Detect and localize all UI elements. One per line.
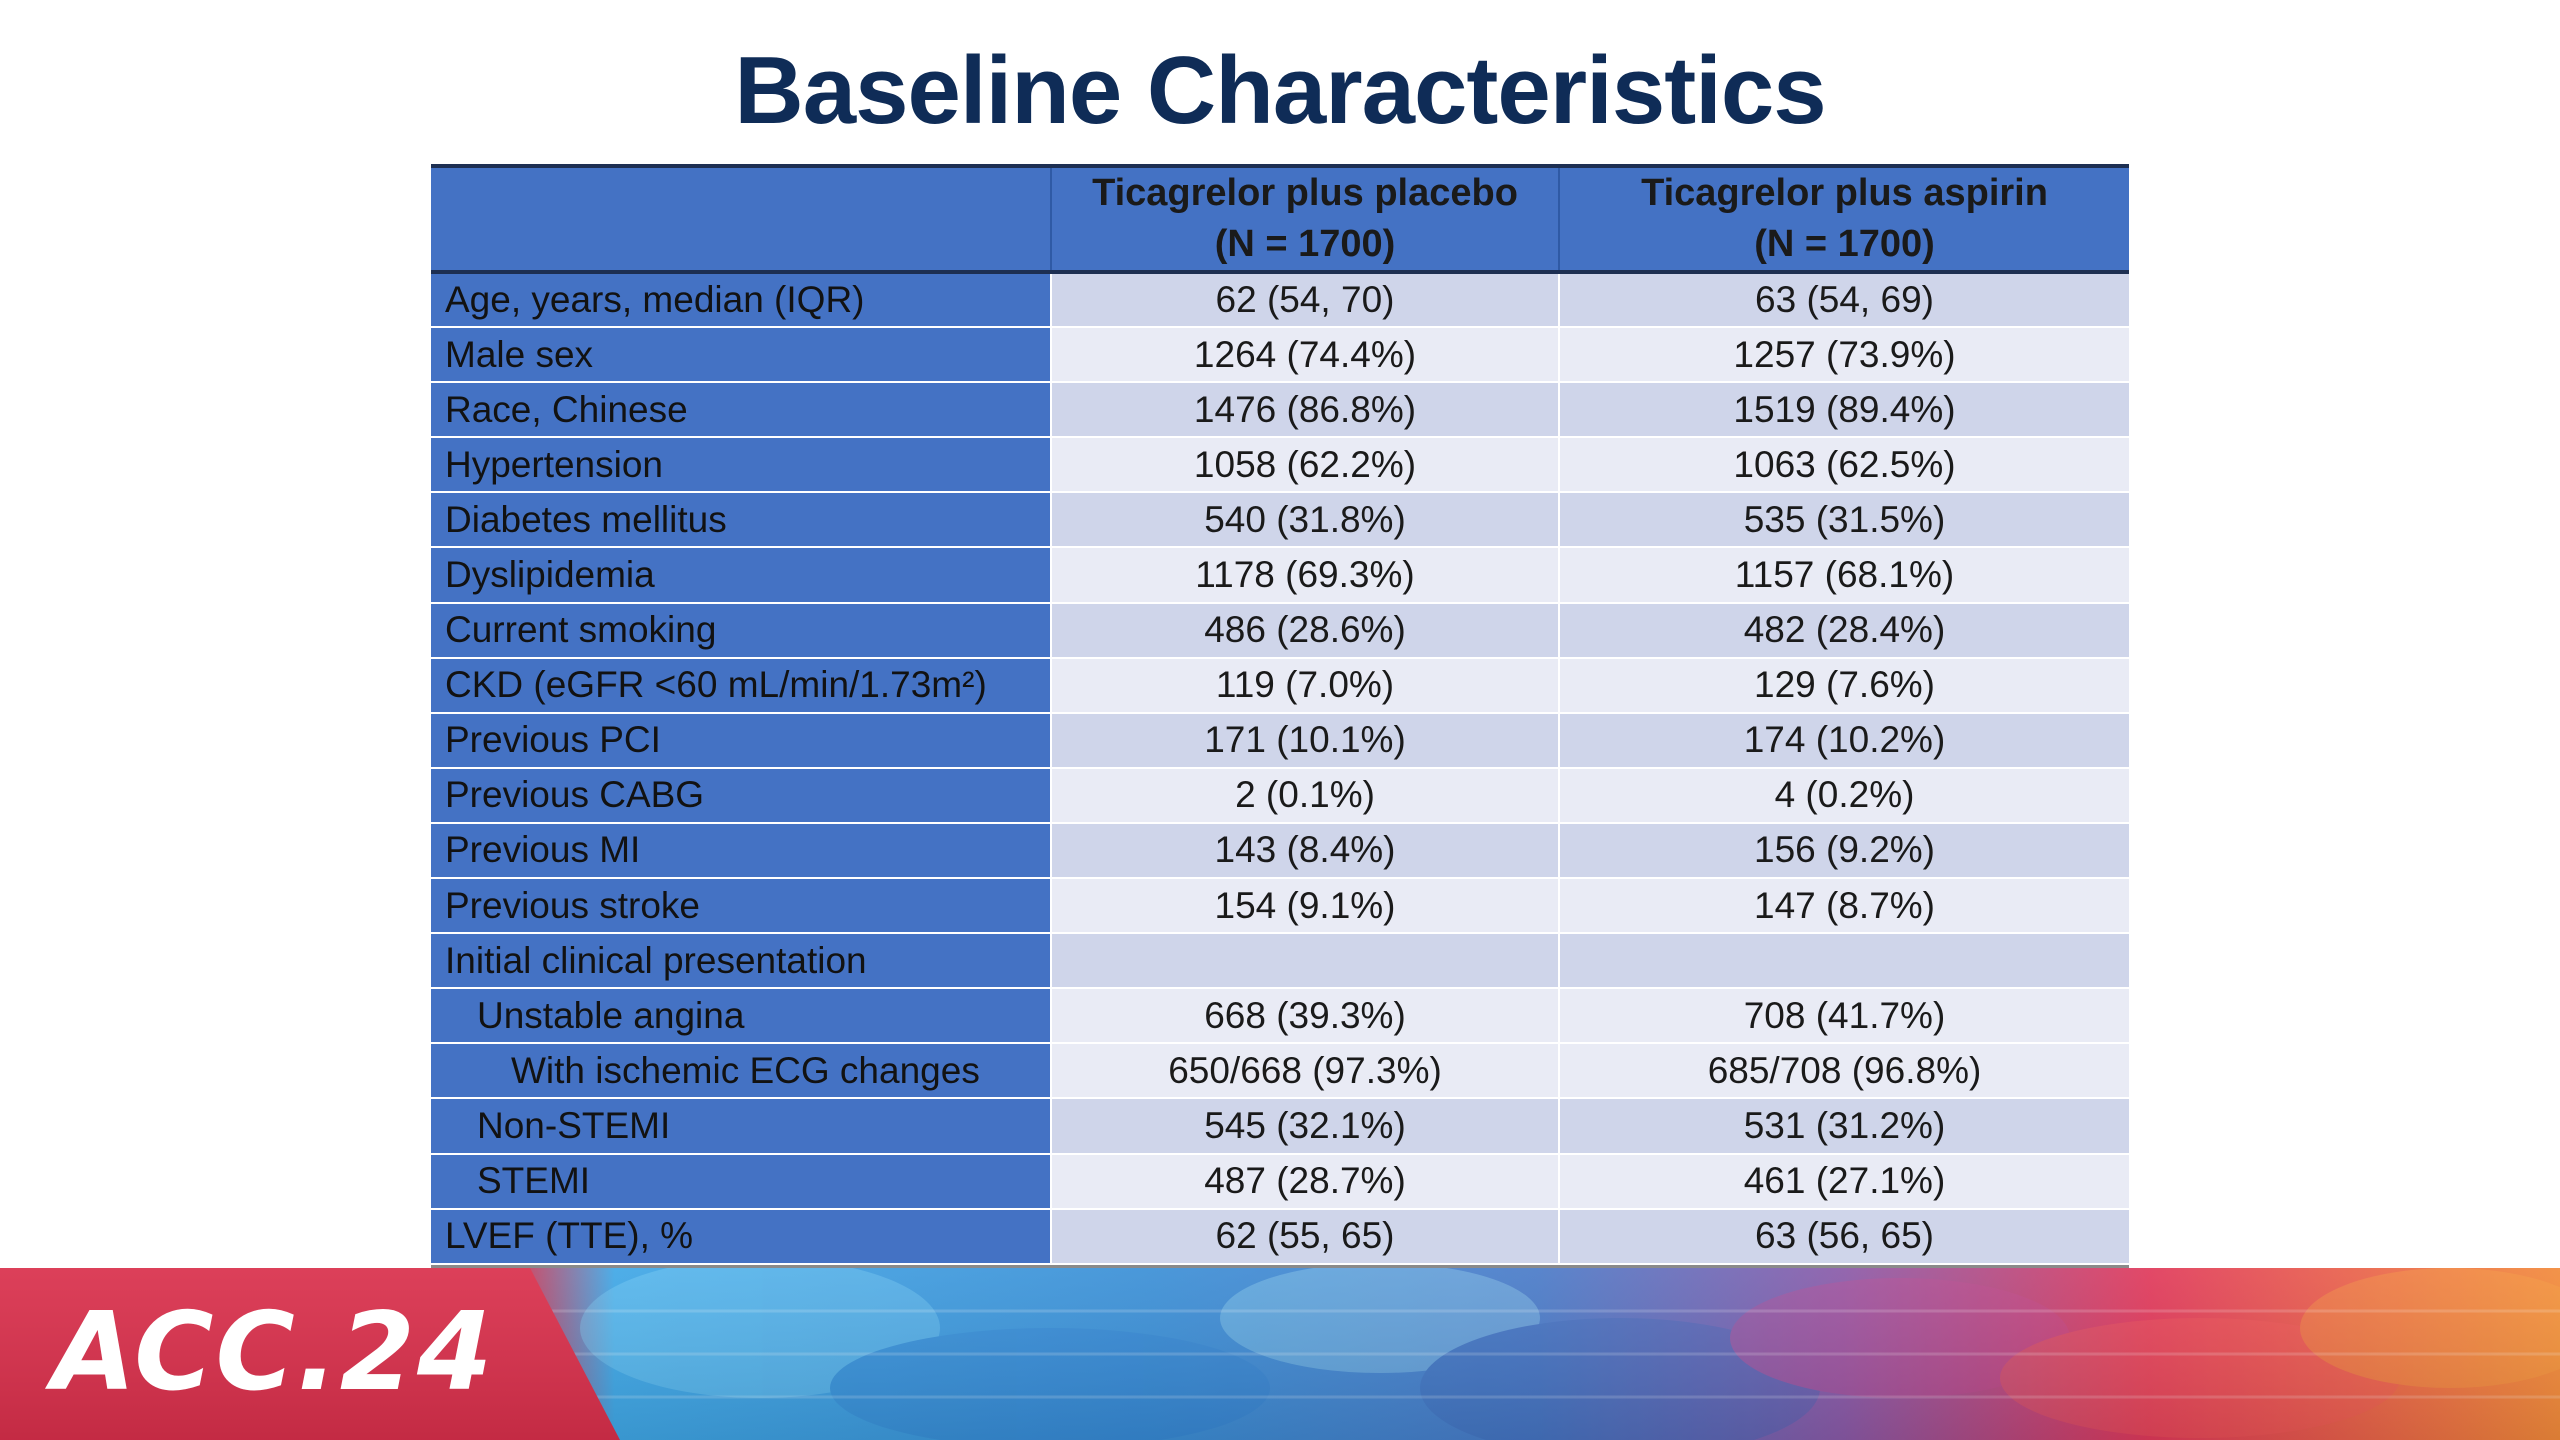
placebo-value: 1178 (69.3%) [1051, 547, 1560, 604]
table-row: Dyslipidemia 1178 (69.3%) 1157 (68.1%) [431, 547, 2129, 604]
aspirin-value: 1519 (89.4%) [1559, 382, 2129, 439]
table-row: CKD (eGFR <60 mL/min/1.73m²) 119 (7.0%) … [431, 657, 2129, 714]
table-row: Current smoking 486 (28.6%) 482 (28.4%) [431, 602, 2129, 659]
header-ticagrelor-aspirin: Ticagrelor plus aspirin (N = 1700) [1559, 168, 2129, 274]
header-placebo-line1: Ticagrelor plus placebo [1092, 172, 1518, 214]
aspirin-value: 708 (41.7%) [1559, 988, 2129, 1045]
row-label: Diabetes mellitus [431, 492, 1052, 549]
placebo-value: 1476 (86.8%) [1051, 382, 1560, 439]
row-label: CKD (eGFR <60 mL/min/1.73m²) [431, 657, 1052, 714]
placebo-value: 2 (0.1%) [1051, 767, 1560, 824]
row-label: Non-STEMI [431, 1098, 1052, 1155]
row-label: Previous stroke [431, 878, 1052, 935]
placebo-value: 119 (7.0%) [1051, 657, 1560, 714]
row-label: Hypertension [431, 437, 1052, 494]
table-row: Diabetes mellitus 540 (31.8%) 535 (31.5%… [431, 492, 2129, 549]
placebo-value [1051, 933, 1560, 990]
row-label: Race, Chinese [431, 382, 1052, 439]
table-row: With ischemic ECG changes 650/668 (97.3%… [431, 1043, 2129, 1100]
placebo-value: 62 (55, 65) [1051, 1208, 1560, 1265]
aspirin-value: 129 (7.6%) [1559, 657, 2129, 714]
aspirin-value: 174 (10.2%) [1559, 712, 2129, 769]
row-label: STEMI [431, 1153, 1052, 1210]
table-row: Non-STEMI 545 (32.1%) 531 (31.2%) [431, 1098, 2129, 1155]
row-label: Age, years, median (IQR) [431, 272, 1052, 329]
aspirin-value: 63 (56, 65) [1559, 1208, 2129, 1265]
placebo-value: 154 (9.1%) [1051, 878, 1560, 935]
baseline-table: Ticagrelor plus placebo (N = 1700) Ticag… [431, 168, 2129, 1265]
placebo-value: 487 (28.7%) [1051, 1153, 1560, 1210]
acc24-logo: ACC.24 [52, 1290, 495, 1415]
table-row: Race, Chinese 1476 (86.8%) 1519 (89.4%) [431, 382, 2129, 439]
table-row: Hypertension 1058 (62.2%) 1063 (62.5%) [431, 437, 2129, 494]
row-label: LVEF (TTE), % [431, 1208, 1052, 1265]
placebo-value: 486 (28.6%) [1051, 602, 1560, 659]
row-label: Unstable angina [431, 988, 1052, 1045]
row-label: Previous MI [431, 822, 1052, 880]
aspirin-value: 63 (54, 69) [1559, 272, 2129, 329]
header-blank-cell [431, 168, 1052, 274]
aspirin-value: 4 (0.2%) [1559, 767, 2129, 824]
placebo-value: 540 (31.8%) [1051, 492, 1560, 549]
acc24-banner: ACC.24 [0, 1268, 2560, 1440]
table-row: Previous PCI 171 (10.1%) 174 (10.2%) [431, 712, 2129, 769]
placebo-value: 143 (8.4%) [1051, 822, 1560, 880]
table-row: Previous stroke 154 (9.1%) 147 (8.7%) [431, 878, 2129, 935]
slide-title: Baseline Characteristics [734, 37, 1826, 144]
banner-graphic [0, 1268, 2560, 1440]
row-label: Dyslipidemia [431, 547, 1052, 604]
placebo-value: 62 (54, 70) [1051, 272, 1560, 329]
aspirin-value: 531 (31.2%) [1559, 1098, 2129, 1155]
row-label: Current smoking [431, 602, 1052, 659]
placebo-value: 171 (10.1%) [1051, 712, 1560, 769]
table-row: Previous CABG 2 (0.1%) 4 (0.2%) [431, 767, 2129, 824]
table-row: STEMI 487 (28.7%) 461 (27.1%) [431, 1153, 2129, 1210]
row-label: Previous CABG [431, 767, 1052, 824]
aspirin-value: 461 (27.1%) [1559, 1153, 2129, 1210]
table-row: Unstable angina 668 (39.3%) 708 (41.7%) [431, 988, 2129, 1045]
row-label: Previous PCI [431, 712, 1052, 769]
aspirin-value: 482 (28.4%) [1559, 602, 2129, 659]
baseline-table-container: Ticagrelor plus placebo (N = 1700) Ticag… [431, 164, 2129, 1269]
aspirin-value: 1257 (73.9%) [1559, 327, 2129, 384]
aspirin-value: 147 (8.7%) [1559, 878, 2129, 935]
table-row: LVEF (TTE), % 62 (55, 65) 63 (56, 65) [431, 1208, 2129, 1265]
header-placebo-line2: (N = 1700) [1214, 223, 1396, 265]
row-label: With ischemic ECG changes [431, 1043, 1052, 1100]
header-aspirin-line1: Ticagrelor plus aspirin [1641, 172, 2048, 214]
aspirin-value: 156 (9.2%) [1559, 822, 2129, 880]
aspirin-value: 685/708 (96.8%) [1559, 1043, 2129, 1100]
header-ticagrelor-placebo: Ticagrelor plus placebo (N = 1700) [1051, 168, 1560, 274]
row-label: Male sex [431, 327, 1052, 384]
aspirin-value: 1063 (62.5%) [1559, 437, 2129, 494]
placebo-value: 1264 (74.4%) [1051, 327, 1560, 384]
table-row-section: Initial clinical presentation [431, 933, 2129, 990]
aspirin-value: 1157 (68.1%) [1559, 547, 2129, 604]
placebo-value: 545 (32.1%) [1051, 1098, 1560, 1155]
table-row: Age, years, median (IQR) 62 (54, 70) 63 … [431, 272, 2129, 329]
placebo-value: 1058 (62.2%) [1051, 437, 1560, 494]
table-row: Male sex 1264 (74.4%) 1257 (73.9%) [431, 327, 2129, 384]
table-header-row: Ticagrelor plus placebo (N = 1700) Ticag… [431, 168, 2129, 274]
row-label: Initial clinical presentation [431, 933, 1052, 990]
placebo-value: 650/668 (97.3%) [1051, 1043, 1560, 1100]
header-aspirin-line2: (N = 1700) [1754, 223, 1935, 265]
aspirin-value: 535 (31.5%) [1559, 492, 2129, 549]
table-row: Previous MI 143 (8.4%) 156 (9.2%) [431, 822, 2129, 880]
aspirin-value [1559, 933, 2129, 990]
placebo-value: 668 (39.3%) [1051, 988, 1560, 1045]
